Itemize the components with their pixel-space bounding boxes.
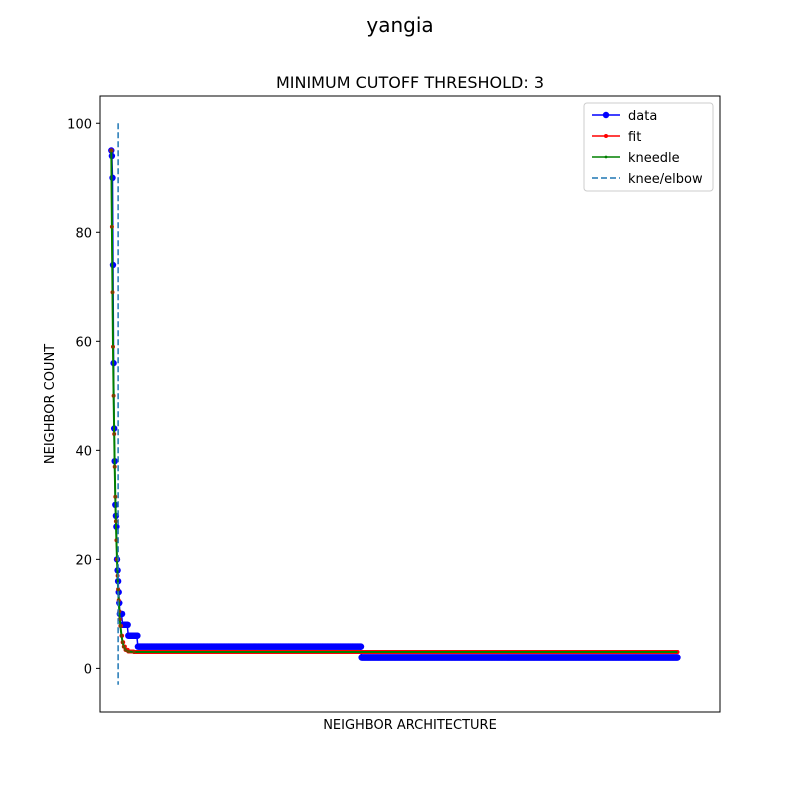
kneedle-point [113, 495, 117, 499]
legend-item: knee/elbow [592, 172, 703, 187]
kneedle-point [109, 148, 113, 153]
kneedle-point [121, 640, 125, 644]
data-point [124, 621, 131, 628]
kneedle-point [132, 650, 136, 654]
kneedle-point [118, 617, 122, 621]
data-point [674, 654, 681, 661]
y-axis: 0 20 40 60 80 100 [67, 117, 100, 677]
legend-label: data [628, 109, 657, 124]
legend-frame [583, 102, 714, 192]
kneedle-point [119, 634, 124, 638]
data-point [134, 632, 141, 639]
kneedle-point [112, 394, 116, 398]
kneedle-point [110, 225, 114, 229]
legend-marker [602, 111, 610, 119]
y-tick-label: 100 [67, 117, 92, 132]
kneedle-point [122, 645, 126, 649]
chart-title: MINIMUM CUTOFF THRESHOLD: 3 [276, 73, 544, 92]
figure-suptitle: yangia [366, 13, 433, 37]
series-layer [108, 123, 681, 685]
kneedle-point [126, 649, 130, 654]
kneedle-point [114, 519, 118, 523]
plot-frame [99, 95, 721, 713]
legend-item: kneedle [592, 151, 680, 166]
legend-label: knee/elbow [628, 172, 703, 187]
kneedle-point [116, 587, 120, 591]
kneedle-point [114, 538, 118, 542]
y-axis-label: NEIGHBOR COUNT [43, 344, 58, 464]
kneedle-point [110, 290, 115, 294]
legend-item: fit [592, 130, 641, 145]
kneedle-point [112, 432, 116, 436]
y-tick-label: 0 [84, 662, 92, 677]
plot-area: 0 20 40 60 80 100 [67, 95, 721, 713]
kneedle-point [118, 624, 122, 628]
legend-label: kneedle [628, 151, 680, 166]
y-tick-label: 80 [75, 226, 92, 241]
y-tick-label: 60 [75, 335, 92, 350]
legend-label: fit [628, 130, 641, 145]
legend-marker [604, 155, 608, 159]
legend-marker [604, 134, 608, 138]
y-tick-label: 20 [75, 553, 92, 568]
data-point [357, 643, 365, 650]
kneedle-point [123, 648, 128, 652]
legend: data fit kneedle knee/elbow [583, 102, 714, 192]
kneedle-point [113, 465, 117, 469]
legend-item: data [592, 109, 657, 124]
series-data [108, 147, 681, 661]
x-axis-label: NEIGHBOR ARCHITECTURE [323, 718, 497, 733]
kneedle-point [111, 345, 115, 349]
y-tick-label: 40 [75, 444, 92, 459]
